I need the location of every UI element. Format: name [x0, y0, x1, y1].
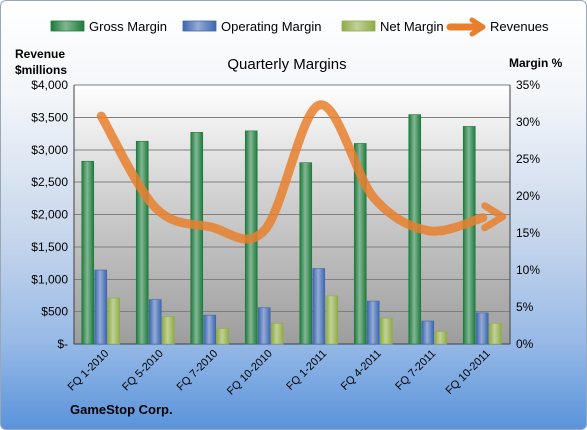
revenue-line — [96, 100, 488, 244]
bar-operating-margin — [148, 299, 162, 345]
bar-gross-margin — [462, 126, 476, 345]
y-right-tick-label: 30% — [516, 115, 540, 129]
legend-swatch-revenues-arrow — [469, 17, 486, 37]
bar-net-margin — [161, 316, 175, 345]
y-left-tick-label: $2,000 — [31, 208, 68, 222]
bar-net-margin — [270, 322, 284, 345]
chart-title: Quarterly Margins — [227, 56, 346, 73]
x-tick-label: FQ 1-2011 — [284, 348, 329, 393]
y-right-tick-label: 5% — [516, 300, 534, 314]
bar-gross-margin — [299, 162, 313, 345]
x-tick-label: FQ 10-2011 — [443, 348, 492, 397]
y-left-tick-label: $1,000 — [31, 272, 68, 286]
legend-label: Operating Margin — [221, 19, 321, 34]
x-tick-label: FQ 10-2010 — [225, 348, 275, 398]
legend-label: Gross Margin — [89, 19, 167, 34]
x-tick-label: FQ 7-2011 — [393, 348, 438, 393]
y-right-tick-label: 20% — [516, 189, 540, 203]
legend-label: Revenues — [490, 19, 549, 34]
y-left-tick-label: $3,000 — [31, 143, 68, 157]
y-right-axis-title: Margin % — [509, 56, 563, 70]
x-tick-label: FQ 4-2011 — [339, 348, 384, 393]
bar-operating-margin — [257, 307, 271, 345]
y-right-tick-label: 15% — [516, 226, 540, 240]
legend-swatch-gross-margin — [50, 20, 85, 32]
x-tick-label: FQ 7-2010 — [175, 348, 221, 394]
bar-operating-margin — [421, 320, 435, 345]
y-left-tick-label: $1,500 — [31, 240, 68, 254]
bar-gross-margin — [353, 143, 367, 345]
x-tick-label: FQ 5-2010 — [120, 348, 166, 394]
y-left-axis-title-line1: Revenue — [15, 47, 65, 61]
bar-net-margin — [107, 297, 121, 345]
legend-label: Net Margin — [380, 19, 444, 34]
y-right-tick-label: 0% — [516, 337, 534, 351]
x-tick-label: FQ 1-2010 — [66, 348, 112, 394]
revenue-line-arrowhead — [481, 202, 507, 232]
bar-operating-margin — [94, 269, 108, 345]
y-right-tick-label: 10% — [516, 263, 540, 277]
bar-operating-margin — [366, 300, 380, 345]
bar-net-margin — [488, 322, 502, 345]
bar-operating-margin — [475, 312, 489, 345]
y-left-tick-label: $- — [57, 337, 68, 351]
y-right-tick-label: 25% — [516, 152, 540, 166]
bar-net-margin — [216, 328, 230, 345]
y-left-axis-title-line2: $millions — [15, 63, 67, 77]
bar-net-margin — [325, 295, 339, 345]
y-left-tick-label: $4,000 — [31, 78, 68, 92]
y-left-tick-label: $3,500 — [31, 110, 68, 124]
bar-gross-margin — [81, 160, 95, 345]
company-name: GameStop Corp. — [70, 402, 173, 417]
bar-operating-margin — [203, 314, 217, 345]
bar-gross-margin — [190, 132, 204, 345]
bar-operating-margin — [312, 268, 326, 345]
legend-swatch-operating-margin — [182, 20, 217, 32]
y-left-tick-label: $500 — [41, 305, 68, 319]
y-left-tick-label: $2,500 — [31, 175, 68, 189]
bar-gross-margin — [135, 140, 149, 345]
y-right-tick-label: 35% — [516, 78, 540, 92]
bar-net-margin — [379, 317, 393, 345]
bar-net-margin — [434, 331, 448, 345]
legend-swatch-net-margin — [341, 20, 376, 32]
